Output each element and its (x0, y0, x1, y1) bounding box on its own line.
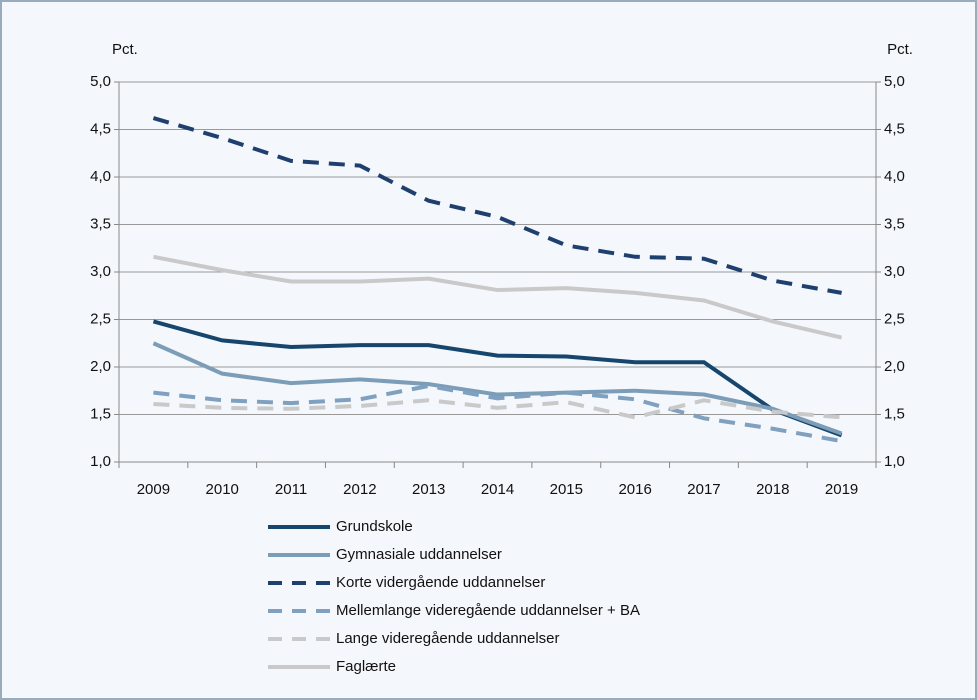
legend-label: Korte vidergående uddannelser (336, 574, 545, 591)
y-tick-label: 2,0 (90, 358, 111, 375)
series-line (153, 398, 842, 420)
y-tick-label: 4,0 (90, 168, 111, 185)
y2-tick-label: 2,5 (884, 310, 905, 327)
x-tick-label: 2012 (343, 481, 376, 498)
legend-label: Lange videregående uddannelser (336, 630, 560, 647)
x-tick-label: 2011 (275, 481, 307, 498)
series-line (152, 319, 843, 438)
x-tick-label: 2013 (412, 481, 445, 498)
y-tick-label: 1,0 (90, 453, 111, 470)
legend-label: Faglærte (336, 658, 396, 675)
legend-label: Grundskole (336, 518, 413, 535)
y2-tick-label: 1,0 (884, 453, 905, 470)
y2-tick-label: 3,0 (884, 263, 905, 280)
y-axis-label: Pct. (112, 41, 138, 58)
x-tick-label: 2018 (756, 481, 789, 498)
x-tick-label: 2016 (618, 481, 651, 498)
series-line (152, 116, 842, 295)
legend-label: Gymnasiale uddannelser (336, 546, 502, 563)
y2-tick-label: 2,0 (884, 358, 905, 375)
y2-tick-label: 5,0 (884, 73, 905, 90)
x-tick-label: 2015 (550, 481, 583, 498)
x-tick-label: 2009 (137, 481, 170, 498)
legend-label: Mellemlange videregående uddannelser + B… (336, 602, 640, 619)
y-tick-label: 3,5 (90, 215, 111, 232)
series-line (152, 341, 843, 436)
y-tick-label: 1,5 (90, 405, 111, 422)
y-tick-label: 4,5 (90, 120, 111, 137)
series-line (153, 254, 843, 340)
series-line (153, 383, 842, 444)
y2-tick-label: 4,0 (884, 168, 905, 185)
y2-tick-label: 1,5 (884, 405, 905, 422)
x-tick-label: 2014 (481, 481, 514, 498)
y2-tick-label: 4,5 (884, 120, 905, 137)
x-tick-label: 2010 (206, 481, 239, 498)
y-tick-label: 2,5 (90, 310, 111, 327)
y2-axis-label: Pct. (887, 41, 913, 58)
y2-tick-label: 3,5 (884, 215, 905, 232)
y-tick-label: 5,0 (90, 73, 111, 90)
x-tick-label: 2017 (687, 481, 720, 498)
y-tick-label: 3,0 (90, 263, 111, 280)
x-tick-label: 2019 (825, 481, 858, 498)
